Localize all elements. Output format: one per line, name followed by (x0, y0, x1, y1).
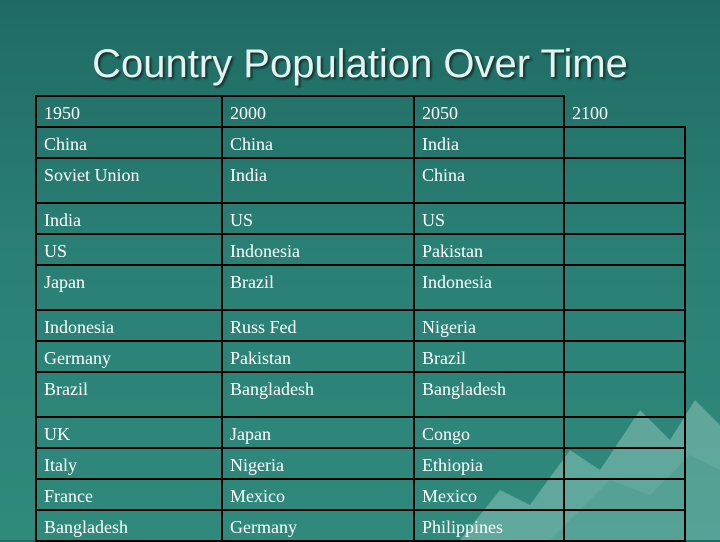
table-cell: Germany (35, 340, 223, 373)
table-cell (563, 340, 686, 373)
header-cell: 1950 (35, 95, 223, 128)
table-cell: Congo (413, 416, 565, 449)
table-row: Bangladesh Germany Philippines (35, 509, 686, 542)
header-cell: 2100 (563, 96, 685, 128)
table-row: Japan Brazil Indonesia (35, 264, 686, 311)
table-row: Brazil Bangladesh Bangladesh (35, 371, 686, 418)
table-cell: Philippines (413, 509, 565, 542)
header-cell: 2000 (221, 95, 415, 128)
table-cell: Indonesia (221, 233, 415, 266)
table-row: Indonesia Russ Fed Nigeria (35, 309, 686, 342)
table-cell (563, 202, 686, 235)
page-title: Country Population Over Time (92, 42, 628, 86)
table-cell: Ethiopia (413, 447, 565, 480)
table-cell: Soviet Union (35, 157, 223, 204)
table-cell (563, 509, 686, 542)
table-cell: Indonesia (35, 309, 223, 342)
population-table: 1950 2000 2050 2100 China China India So… (35, 95, 686, 542)
table-row: India US US (35, 202, 686, 235)
table-row: UK Japan Congo (35, 416, 686, 449)
table-cell (563, 416, 686, 449)
table-cell: France (35, 478, 223, 511)
table-cell: Russ Fed (221, 309, 415, 342)
table-row: Italy Nigeria Ethiopia (35, 447, 686, 480)
table-cell: Nigeria (413, 309, 565, 342)
table-cell: Japan (35, 264, 223, 311)
table-cell: Bangladesh (221, 371, 415, 418)
table-row: Soviet Union India China (35, 157, 686, 204)
table-cell: Brazil (35, 371, 223, 418)
table-cell: India (35, 202, 223, 235)
table-cell: Nigeria (221, 447, 415, 480)
table-cell: Pakistan (413, 233, 565, 266)
table-cell: Bangladesh (35, 509, 223, 542)
table-cell: Mexico (221, 478, 415, 511)
table-cell (563, 371, 686, 418)
table-cell (563, 478, 686, 511)
table-cell: Italy (35, 447, 223, 480)
table-cell: Pakistan (221, 340, 415, 373)
table-cell (563, 264, 686, 311)
table-cell: Japan (221, 416, 415, 449)
table-row: US Indonesia Pakistan (35, 233, 686, 266)
table-cell: UK (35, 416, 223, 449)
table-header-row: 1950 2000 2050 2100 (35, 95, 685, 128)
table-cell (563, 447, 686, 480)
table-cell (563, 233, 686, 266)
header-cell: 2050 (413, 95, 565, 128)
table-cell: Bangladesh (413, 371, 565, 418)
table-cell (563, 157, 686, 204)
table-cell: Brazil (221, 264, 415, 311)
table-cell: Brazil (413, 340, 565, 373)
table-cell: Germany (221, 509, 415, 542)
table-cell: Indonesia (413, 264, 565, 311)
table-cell: China (221, 126, 415, 159)
table-cell (563, 126, 686, 159)
table-cell: China (35, 126, 223, 159)
table-cell: China (413, 157, 565, 204)
table-cell: India (413, 126, 565, 159)
table-cell: US (35, 233, 223, 266)
table-cell: India (221, 157, 415, 204)
table-cell: US (413, 202, 565, 235)
table-row: Germany Pakistan Brazil (35, 340, 686, 373)
table-cell (563, 309, 686, 342)
table-cell: US (221, 202, 415, 235)
table-row: China China India (35, 126, 686, 159)
table-row: France Mexico Mexico (35, 478, 686, 511)
table-cell: Mexico (413, 478, 565, 511)
